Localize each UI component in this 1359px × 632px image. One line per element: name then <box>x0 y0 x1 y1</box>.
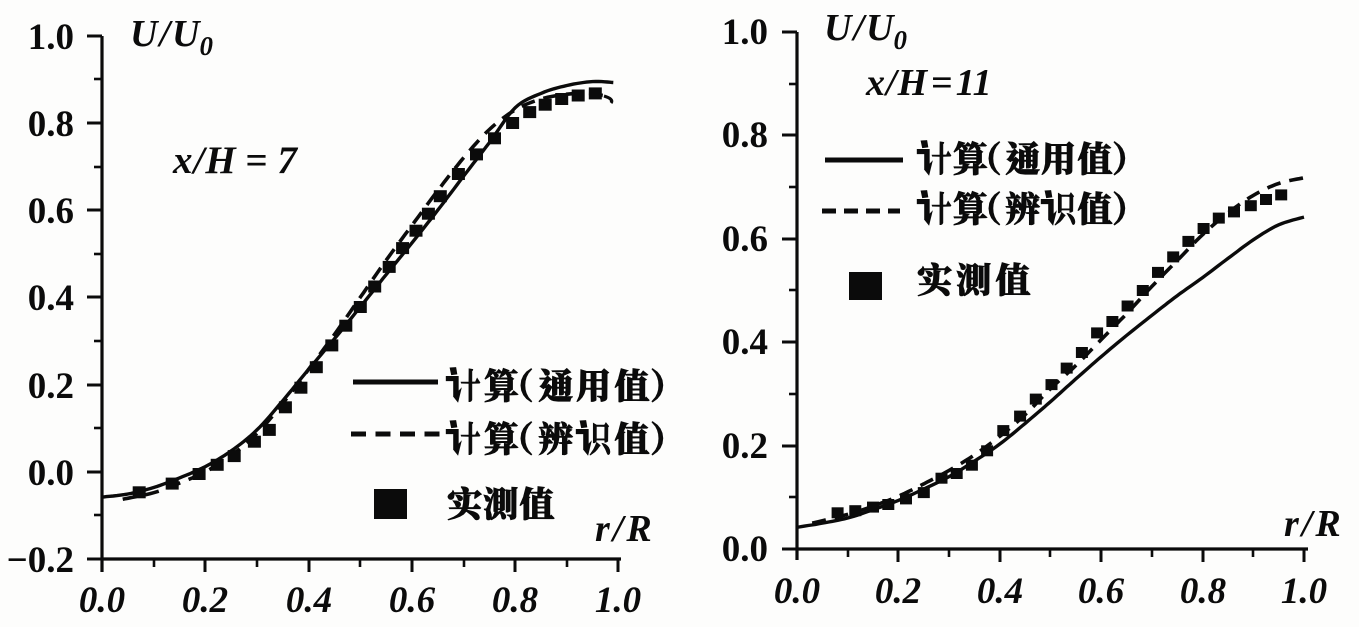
svg-text:0.0: 0.0 <box>722 529 768 570</box>
svg-text:1.0: 1.0 <box>28 17 74 58</box>
svg-text:0.0: 0.0 <box>774 571 820 612</box>
svg-text:1.0: 1.0 <box>1281 571 1327 612</box>
svg-text:0.2: 0.2 <box>182 580 228 621</box>
svg-text:−0.2: −0.2 <box>7 540 74 581</box>
svg-text:0.6: 0.6 <box>1078 571 1125 612</box>
svg-text:0.4: 0.4 <box>977 571 1023 612</box>
svg-text:0.4: 0.4 <box>722 322 768 363</box>
svg-text:0.8: 0.8 <box>722 115 768 156</box>
svg-text:0.0: 0.0 <box>28 453 74 494</box>
svg-text:0.0: 0.0 <box>79 580 125 621</box>
svg-text:0.8: 0.8 <box>1180 571 1226 612</box>
svg-text:0.4: 0.4 <box>286 580 332 621</box>
svg-text:1.0: 1.0 <box>722 12 768 53</box>
svg-text:0.8: 0.8 <box>28 104 74 145</box>
svg-text:0.8: 0.8 <box>492 580 538 621</box>
svg-text:0.4: 0.4 <box>28 278 74 319</box>
svg-text:U/U0: U/U0 <box>824 7 907 55</box>
svg-text:0.6: 0.6 <box>722 219 768 260</box>
svg-text:0.2: 0.2 <box>722 426 768 467</box>
svg-text:0.6: 0.6 <box>28 191 74 232</box>
svg-text:0.2: 0.2 <box>28 366 74 407</box>
svg-text:1.0: 1.0 <box>595 580 641 621</box>
svg-text:0.6: 0.6 <box>389 580 436 621</box>
svg-text:U/U0: U/U0 <box>130 13 213 61</box>
svg-text:x/H = 7: x/H = 7 <box>172 139 298 182</box>
svg-text:0.2: 0.2 <box>875 571 921 612</box>
